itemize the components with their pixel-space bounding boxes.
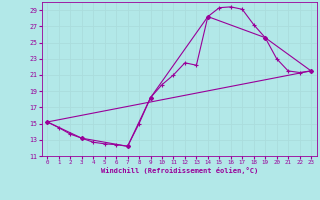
X-axis label: Windchill (Refroidissement éolien,°C): Windchill (Refroidissement éolien,°C) — [100, 167, 258, 174]
